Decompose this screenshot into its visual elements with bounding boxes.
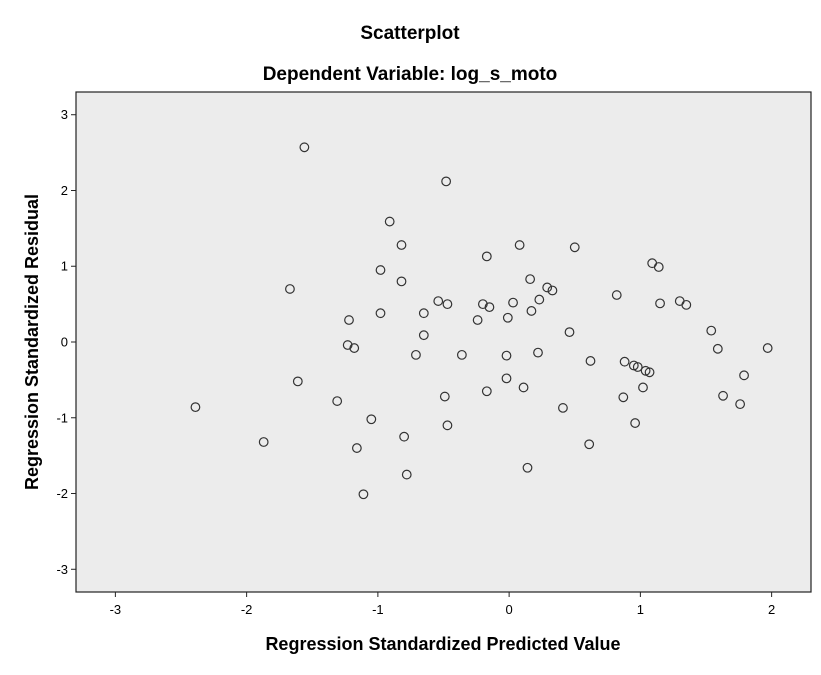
data-point: [514, 240, 525, 250]
data-point: [585, 356, 596, 366]
x-tick-label: 2: [768, 602, 775, 617]
data-point: [501, 373, 512, 384]
x-tick-label: -2: [241, 602, 253, 617]
data-point: [285, 284, 295, 294]
data-point: [706, 325, 717, 336]
data-point: [442, 299, 453, 310]
data-point: [351, 443, 362, 453]
data-point: [630, 418, 641, 428]
x-axis-label: Regression Standardized Predicted Value: [265, 634, 620, 654]
data-point: [399, 431, 410, 442]
chart-subtitle: Dependent Variable: log_s_moto: [263, 64, 558, 85]
data-point: [681, 299, 692, 310]
data-point: [477, 299, 488, 310]
data-point: [442, 420, 453, 431]
data-point: [564, 327, 575, 338]
data-point: [619, 356, 630, 367]
data-point: [501, 350, 512, 361]
data-point: [401, 469, 412, 480]
data-point: [418, 330, 429, 341]
data-point: [396, 276, 407, 287]
data-point: [375, 265, 386, 275]
data-point: [190, 402, 201, 413]
data-point: [344, 315, 354, 325]
data-point: [533, 347, 543, 358]
data-point: [502, 312, 513, 323]
data-point: [653, 262, 664, 272]
data-point: [735, 399, 746, 410]
data-point: [518, 382, 529, 393]
y-axis-label: Regression Standardized Residual: [22, 194, 42, 490]
data-point: [508, 297, 518, 308]
data-point: [611, 290, 622, 300]
data-point: [712, 343, 723, 354]
data-point: [349, 343, 360, 353]
data-point: [558, 403, 568, 413]
data-point: [396, 240, 407, 250]
data-point: [342, 340, 353, 350]
data-point: [358, 489, 369, 500]
data-point: [433, 296, 444, 306]
y-tick-label: 0: [61, 335, 68, 350]
axis-ticks: -3 -2 -1 0 1 2 -3 -2 -1 0 1 2 3: [56, 107, 775, 617]
x-tick-label: 1: [637, 602, 644, 617]
data-point: [472, 315, 483, 325]
data-point: [542, 282, 553, 293]
data-point: [526, 306, 537, 316]
y-tick-label: -3: [56, 562, 68, 577]
data-point: [441, 176, 452, 187]
data-point: [632, 362, 643, 372]
data-point: [366, 414, 377, 425]
data-point: [456, 349, 467, 360]
data-point: [618, 392, 629, 403]
data-point: [522, 462, 533, 473]
data-point: [375, 308, 386, 319]
y-tick-label: -1: [56, 410, 68, 425]
data-point: [481, 386, 492, 397]
chart-title: Scatterplot: [360, 23, 460, 44]
data-point: [569, 242, 580, 253]
data-point: [718, 390, 728, 401]
data-point: [638, 382, 648, 393]
x-tick-label: 0: [506, 602, 513, 617]
data-point: [644, 367, 655, 378]
y-tick-label: 2: [61, 183, 68, 198]
data-point: [484, 302, 495, 313]
y-tick-label: 1: [61, 259, 68, 274]
data-point: [739, 370, 749, 381]
x-tick-label: -1: [372, 602, 384, 617]
data-point: [292, 376, 303, 387]
data-point: [547, 285, 558, 296]
data-point: [384, 216, 395, 227]
y-tick-label: 3: [61, 107, 68, 122]
data-point: [655, 298, 665, 309]
data-point: [439, 391, 450, 402]
data-point: [584, 439, 595, 450]
data-point: [534, 294, 545, 305]
data-point: [332, 396, 343, 406]
y-tick-label: -2: [56, 486, 68, 501]
data-points: [190, 142, 773, 500]
x-tick-label: -3: [110, 602, 122, 617]
plot-area: [75, 91, 812, 593]
data-point: [418, 308, 429, 319]
data-point: [411, 349, 421, 360]
data-point: [762, 343, 773, 353]
data-point: [258, 437, 269, 447]
data-point: [481, 251, 492, 262]
data-point: [299, 142, 310, 153]
data-point: [525, 274, 536, 285]
